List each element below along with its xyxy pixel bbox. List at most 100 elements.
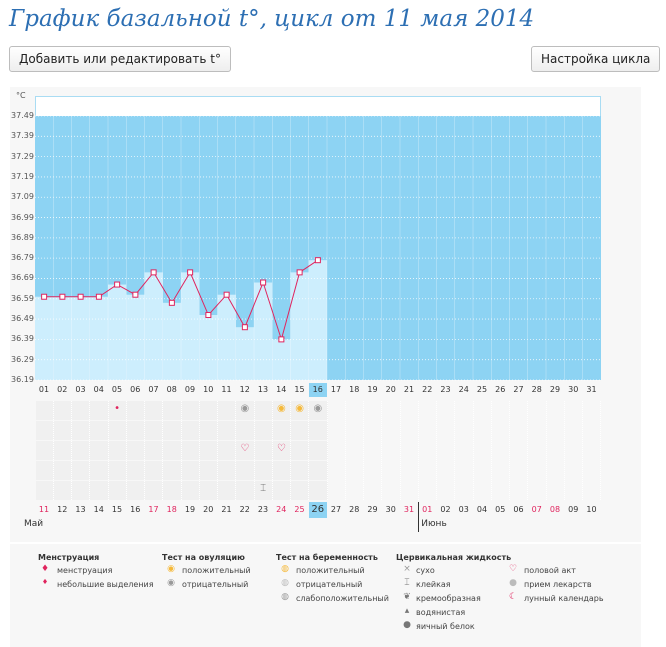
symptom-cell[interactable] bbox=[546, 480, 565, 500]
ovulation-positive-icon[interactable]: ◉ bbox=[277, 403, 286, 414]
symptom-cell[interactable] bbox=[163, 400, 182, 420]
symptom-cell[interactable] bbox=[382, 420, 401, 440]
symptom-cell[interactable] bbox=[145, 440, 164, 460]
symptom-cell[interactable] bbox=[364, 480, 383, 500]
symptom-cell[interactable] bbox=[455, 480, 474, 500]
date-label[interactable]: 12 bbox=[57, 505, 68, 514]
symptom-cell[interactable] bbox=[382, 460, 401, 480]
symptom-cell[interactable] bbox=[35, 480, 54, 500]
symptom-cell[interactable] bbox=[309, 440, 328, 460]
symptom-cell[interactable] bbox=[564, 400, 583, 420]
symptom-cell[interactable] bbox=[218, 480, 237, 500]
drop-small-icon[interactable]: • bbox=[114, 403, 121, 414]
date-label[interactable]: 09 bbox=[568, 505, 579, 514]
cycle-day-label[interactable]: 16 bbox=[308, 383, 327, 397]
symptom-cell[interactable] bbox=[35, 400, 54, 420]
symptom-cell[interactable] bbox=[491, 460, 510, 480]
symptom-cell[interactable] bbox=[181, 460, 200, 480]
symptom-cell[interactable] bbox=[35, 440, 54, 460]
symptom-cell[interactable] bbox=[510, 460, 529, 480]
cycle-day-label[interactable]: 29 bbox=[549, 385, 561, 394]
symptom-cell[interactable] bbox=[72, 480, 91, 500]
date-label[interactable]: 10 bbox=[586, 505, 597, 514]
cycle-day-label[interactable]: 01 bbox=[38, 385, 50, 394]
symptom-cell[interactable] bbox=[254, 460, 273, 480]
symptom-cell[interactable] bbox=[108, 420, 127, 440]
symptom-cell[interactable] bbox=[291, 480, 310, 500]
symptom-cell[interactable] bbox=[583, 460, 602, 480]
cycle-settings-button[interactable]: Настройка цикла bbox=[531, 46, 661, 72]
symptom-cell[interactable] bbox=[327, 420, 346, 440]
cycle-day-label[interactable]: 30 bbox=[568, 385, 579, 394]
symptom-cell[interactable] bbox=[327, 400, 346, 420]
cycle-day-label[interactable]: 15 bbox=[294, 385, 305, 394]
symptom-cell[interactable] bbox=[345, 420, 364, 440]
symptom-cell[interactable] bbox=[199, 400, 218, 420]
date-label[interactable]: 17 bbox=[148, 505, 159, 514]
symptom-cell[interactable] bbox=[400, 420, 419, 440]
cycle-day-label[interactable]: 25 bbox=[476, 385, 488, 394]
date-label[interactable]: 23 bbox=[257, 505, 269, 514]
symptom-cell[interactable] bbox=[437, 400, 456, 420]
date-label[interactable]: 26 bbox=[308, 502, 327, 518]
symptom-cell[interactable] bbox=[400, 480, 419, 500]
symptom-cell[interactable] bbox=[510, 480, 529, 500]
symptom-cell[interactable] bbox=[236, 440, 255, 460]
date-label[interactable]: 15 bbox=[111, 505, 123, 514]
symptom-cell[interactable] bbox=[510, 440, 529, 460]
cycle-day-label[interactable]: 02 bbox=[57, 385, 68, 394]
cycle-day-label[interactable]: 11 bbox=[221, 385, 232, 394]
date-label[interactable]: 25 bbox=[294, 505, 305, 514]
cycle-day-label[interactable]: 22 bbox=[422, 385, 433, 394]
ovulation-positive-icon[interactable]: ◉ bbox=[295, 403, 304, 414]
symptom-cell[interactable] bbox=[72, 400, 91, 420]
symptom-cell[interactable] bbox=[400, 440, 419, 460]
symptom-cell[interactable] bbox=[528, 460, 547, 480]
date-label[interactable]: 13 bbox=[75, 505, 86, 514]
symptom-cell[interactable] bbox=[218, 460, 237, 480]
cycle-day-label[interactable]: 12 bbox=[239, 385, 250, 394]
symptom-cell[interactable] bbox=[491, 400, 510, 420]
symptom-cell[interactable] bbox=[126, 460, 145, 480]
symptom-cell[interactable] bbox=[309, 480, 328, 500]
heart-icon[interactable]: ♡ bbox=[276, 443, 286, 454]
symptom-cell[interactable] bbox=[309, 420, 328, 440]
date-label[interactable]: 11 bbox=[38, 505, 50, 514]
cycle-day-label[interactable]: 21 bbox=[403, 385, 415, 394]
symptom-cell[interactable] bbox=[473, 480, 492, 500]
symptom-cell[interactable] bbox=[345, 400, 364, 420]
symptom-cell[interactable] bbox=[72, 440, 91, 460]
symptom-cell[interactable] bbox=[364, 420, 383, 440]
symptom-cell[interactable] bbox=[583, 480, 602, 500]
symptom-cell[interactable] bbox=[90, 460, 109, 480]
cycle-day-label[interactable]: 31 bbox=[586, 385, 597, 394]
symptom-cell[interactable] bbox=[437, 420, 456, 440]
sticky-icon[interactable]: ⌶ bbox=[260, 483, 267, 494]
symptom-cell[interactable] bbox=[163, 440, 182, 460]
symptom-cell[interactable] bbox=[35, 420, 54, 440]
symptom-cell[interactable] bbox=[382, 480, 401, 500]
symptom-cell[interactable] bbox=[309, 460, 328, 480]
symptom-cell[interactable] bbox=[199, 440, 218, 460]
symptom-cell[interactable] bbox=[53, 460, 72, 480]
symptom-cell[interactable] bbox=[546, 460, 565, 480]
symptom-cell[interactable] bbox=[583, 440, 602, 460]
date-label[interactable]: 16 bbox=[130, 505, 141, 514]
symptom-cell[interactable] bbox=[254, 440, 273, 460]
cycle-day-label[interactable]: 08 bbox=[166, 385, 177, 394]
date-label[interactable]: 08 bbox=[549, 505, 561, 514]
symptom-cell[interactable] bbox=[254, 420, 273, 440]
symptom-cell[interactable] bbox=[528, 480, 547, 500]
date-label[interactable]: 24 bbox=[276, 505, 287, 514]
date-label[interactable]: 20 bbox=[203, 505, 214, 514]
symptom-cell[interactable] bbox=[491, 420, 510, 440]
cycle-day-label[interactable]: 28 bbox=[531, 385, 542, 394]
symptom-cell[interactable] bbox=[418, 460, 437, 480]
symptom-cell[interactable] bbox=[126, 400, 145, 420]
date-label[interactable]: 29 bbox=[367, 505, 378, 514]
cycle-day-label[interactable]: 05 bbox=[111, 385, 123, 394]
symptom-cell[interactable] bbox=[272, 420, 291, 440]
symptom-cell[interactable] bbox=[90, 480, 109, 500]
ovulation-negative-icon[interactable]: ◉ bbox=[313, 403, 323, 414]
date-label[interactable]: 27 bbox=[330, 505, 342, 514]
